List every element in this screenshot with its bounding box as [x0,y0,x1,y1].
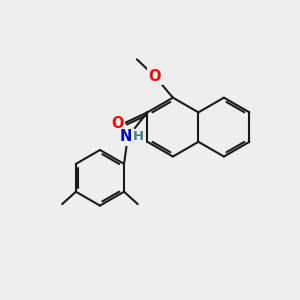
Text: O: O [111,116,123,131]
Text: N: N [120,129,132,144]
Text: O: O [149,69,161,84]
Text: methyl: methyl [134,56,139,57]
Text: H: H [133,130,144,143]
Text: O: O [111,116,123,131]
Text: O: O [149,69,161,84]
Text: H: H [133,130,144,143]
Text: N: N [120,129,132,144]
